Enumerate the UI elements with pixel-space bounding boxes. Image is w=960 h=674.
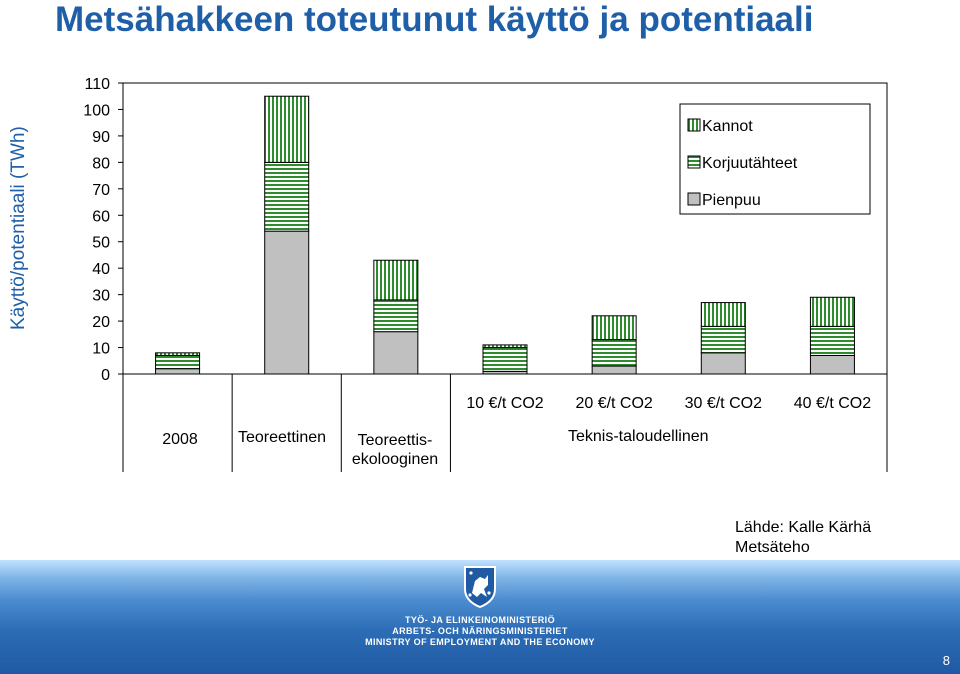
bar-kannot-5 bbox=[700, 302, 746, 327]
legend-box bbox=[679, 103, 871, 215]
bar-kannot-1 bbox=[264, 95, 310, 163]
x-tick-label: 30 €/t CO2 bbox=[685, 395, 762, 412]
y-tick-label: 90 bbox=[92, 129, 110, 146]
y-tick-label: 0 bbox=[101, 367, 110, 384]
y-tick-label: 20 bbox=[92, 314, 110, 331]
y-tick-label: 110 bbox=[84, 76, 110, 93]
source-note: Lähde: Kalle Kärhä Metsäteho bbox=[735, 518, 871, 558]
bar-korjuutähteet-3 bbox=[482, 347, 528, 372]
y-tick-label: 50 bbox=[92, 235, 110, 252]
legend-label-korjuutähteet: Korjuutähteet bbox=[702, 155, 798, 172]
page-title: Metsähakkeen toteutunut käyttö ja potent… bbox=[55, 0, 814, 39]
category-label-teoreettis-ekolooginen: Teoreettis- ekolooginen bbox=[351, 432, 439, 468]
x-tick-label: 10 €/t CO2 bbox=[466, 395, 543, 412]
source-line-2: Metsäteho bbox=[735, 539, 810, 556]
bar-kannot-3 bbox=[482, 344, 528, 349]
legend-swatch-pienpuu bbox=[687, 192, 701, 206]
footer-ministry-fi: TYÖ- JA ELINKEINOMINISTERIÖ bbox=[405, 615, 555, 625]
bar-pienpuu-6 bbox=[809, 354, 855, 375]
bar-kannot-0 bbox=[155, 352, 201, 356]
legend-label-kannot: Kannot bbox=[702, 118, 753, 135]
y-tick-label: 10 bbox=[92, 341, 110, 358]
bar-pienpuu-4 bbox=[591, 365, 637, 375]
bar-pienpuu-0 bbox=[155, 368, 201, 375]
x-tick-label: 20 €/t CO2 bbox=[575, 395, 652, 412]
y-tick-label: 40 bbox=[92, 261, 110, 278]
bar-korjuutähteet-4 bbox=[591, 339, 637, 367]
bar-kannot-4 bbox=[591, 315, 637, 341]
bar-korjuutähteet-2 bbox=[373, 299, 419, 333]
legend-swatch-korjuutähteet bbox=[687, 155, 701, 169]
y-tick-label: 80 bbox=[92, 155, 110, 172]
x-tick-label: 40 €/t CO2 bbox=[794, 395, 871, 412]
bar-pienpuu-2 bbox=[373, 331, 419, 375]
bar-kannot-2 bbox=[373, 259, 419, 301]
y-tick-label: 70 bbox=[92, 182, 110, 199]
footer-ministry-en: MINISTRY OF EMPLOYMENT AND THE ECONOMY bbox=[365, 637, 595, 647]
bar-pienpuu-1 bbox=[264, 230, 310, 375]
category-label-teoreettinen: Teoreettinen bbox=[237, 429, 327, 446]
footer-ministry-sv: ARBETS- OCH NÄRINGSMINISTERIET bbox=[392, 626, 568, 636]
legend-label-pienpuu: Pienpuu bbox=[702, 192, 761, 209]
bar-korjuutähteet-1 bbox=[264, 161, 310, 232]
y-tick-label: 100 bbox=[83, 102, 110, 119]
y-tick-label: 60 bbox=[92, 208, 110, 225]
bar-korjuutähteet-5 bbox=[700, 325, 746, 354]
legend-swatch-kannot bbox=[687, 118, 701, 132]
bar-chart: 0 10 20 30 40 50 60 70 80 90 100 110 10 €/t CO2 20 €/… bbox=[83, 76, 888, 472]
category-label-2008: 2008 bbox=[162, 431, 198, 448]
bar-korjuutähteet-0 bbox=[155, 354, 201, 370]
bar-pienpuu-5 bbox=[700, 352, 746, 375]
finnish-lion-crest-icon bbox=[464, 566, 496, 609]
group-label-teknis-taloudellinen: Teknis-taloudellinen bbox=[568, 428, 709, 445]
bar-korjuutähteet-6 bbox=[809, 325, 855, 356]
source-line-1: Lähde: Kalle Kärhä bbox=[735, 519, 872, 536]
y-tick-label: 30 bbox=[92, 288, 110, 305]
page-number: 8 bbox=[942, 653, 950, 668]
bar-kannot-6 bbox=[809, 296, 855, 327]
